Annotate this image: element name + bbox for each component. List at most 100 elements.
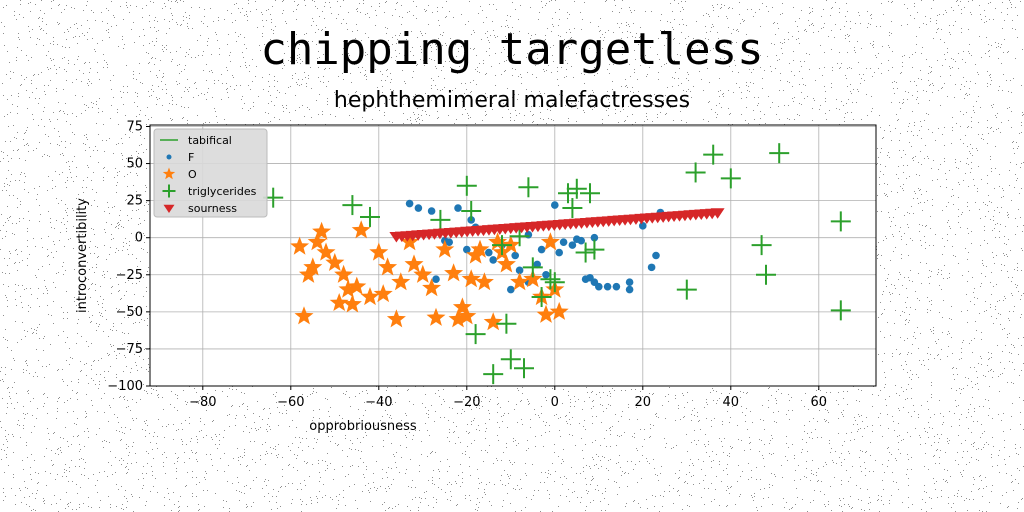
legend-marker-triangle xyxy=(163,204,175,213)
chart-subtitle: hephthemimeral malefactresses xyxy=(333,88,691,113)
data-point-circle xyxy=(489,256,498,264)
data-point-star xyxy=(448,309,468,328)
data-point-star xyxy=(303,257,323,276)
data-point-circle xyxy=(555,248,563,257)
data-point-star xyxy=(457,306,477,325)
data-point-circle xyxy=(551,201,559,209)
data-point-plus xyxy=(720,168,741,189)
data-point-plus xyxy=(492,235,512,256)
data-point-plus xyxy=(685,162,706,183)
data-point-circle xyxy=(625,278,634,286)
data-point-circle xyxy=(542,270,550,279)
legend-box xyxy=(153,128,268,218)
y-axis-label: introconvertibility xyxy=(75,198,90,313)
data-point-plus xyxy=(558,183,578,204)
data-point-plus xyxy=(562,198,583,219)
data-point-star xyxy=(312,221,332,240)
data-point-star xyxy=(294,306,314,325)
data-point-triangle xyxy=(710,208,725,219)
data-point-plus xyxy=(500,349,521,370)
data-point-plus xyxy=(575,242,596,263)
data-point-plus xyxy=(769,143,790,164)
data-point-circle xyxy=(445,238,454,246)
data-point-star xyxy=(404,254,424,273)
data-point-circle xyxy=(639,222,647,230)
data-point-star xyxy=(342,294,362,313)
data-point-star xyxy=(316,242,336,261)
data-point-star xyxy=(444,263,464,282)
data-point-plus xyxy=(830,211,851,232)
data-point-star xyxy=(347,276,367,295)
data-point-circle xyxy=(573,235,581,243)
legend-label: O xyxy=(188,168,197,181)
y-tick-label: 25 xyxy=(126,194,143,209)
x-tick-label: 20 xyxy=(635,395,652,410)
data-point-plus xyxy=(756,264,776,285)
data-point-plus xyxy=(514,358,534,379)
data-point-circle xyxy=(414,204,423,212)
data-point-circle xyxy=(511,251,519,260)
data-point-circle xyxy=(533,260,541,269)
legend-label: triglycerides xyxy=(188,185,257,198)
data-point-circle xyxy=(568,241,577,249)
data-point-plus xyxy=(544,272,565,293)
data-point-plus xyxy=(703,144,724,165)
data-point-star xyxy=(307,232,327,251)
data-point-star xyxy=(488,232,508,251)
data-point-plus xyxy=(540,269,561,290)
data-point-plus xyxy=(483,364,504,385)
data-point-star xyxy=(426,307,446,326)
data-point-circle xyxy=(432,275,440,284)
x-tick-label: 60 xyxy=(811,395,828,410)
data-point-star xyxy=(470,239,490,258)
y-tick-label: −75 xyxy=(116,342,143,357)
plot-frame xyxy=(149,124,877,387)
data-point-circle xyxy=(454,204,462,212)
data-point-star xyxy=(329,293,349,311)
x-tick-label: −40 xyxy=(365,395,392,410)
data-point-circle xyxy=(524,230,533,239)
x-tick-label: −60 xyxy=(277,395,304,410)
data-point-star xyxy=(360,287,380,306)
data-point-plus xyxy=(830,300,851,321)
data-point-plus xyxy=(751,235,772,256)
legend-marker-plus xyxy=(162,184,176,198)
y-tick-label: −100 xyxy=(107,379,143,394)
data-point-plus xyxy=(456,175,477,196)
data-point-circle xyxy=(595,282,603,291)
data-point-circle xyxy=(559,238,568,246)
legend-marker-star xyxy=(162,167,176,180)
legend-label: sourness xyxy=(188,202,237,215)
data-point-star xyxy=(290,236,310,255)
data-point-circle xyxy=(485,248,493,257)
y-tick-label: 0 xyxy=(135,231,143,246)
data-point-star xyxy=(483,312,503,331)
data-point-star xyxy=(400,232,420,251)
data-point-circle xyxy=(515,266,524,275)
data-point-star xyxy=(373,284,393,303)
data-point-plus xyxy=(360,206,380,227)
data-point-plus xyxy=(465,324,486,345)
data-point-plus xyxy=(430,209,451,230)
data-point-plus xyxy=(522,257,543,278)
data-point-circle xyxy=(405,199,414,208)
legend-marker-circle xyxy=(166,154,172,160)
data-point-star xyxy=(474,272,494,291)
data-point-star xyxy=(540,232,560,251)
y-tick-label: −50 xyxy=(116,305,143,320)
data-point-plus xyxy=(461,201,482,222)
data-point-star xyxy=(422,278,442,297)
y-tick-label: −25 xyxy=(116,268,143,283)
data-point-circle xyxy=(603,282,612,291)
data-point-circle xyxy=(427,207,436,215)
legend-label: F xyxy=(188,151,194,164)
data-point-star xyxy=(523,269,543,288)
x-tick-label: 0 xyxy=(551,395,559,410)
data-point-star xyxy=(351,220,371,239)
x-axis-label: opprobriousness xyxy=(309,419,417,434)
x-tick-label: −80 xyxy=(189,395,216,410)
data-point-star xyxy=(386,309,406,328)
data-point-plus xyxy=(518,177,539,198)
data-point-plus xyxy=(580,183,600,204)
